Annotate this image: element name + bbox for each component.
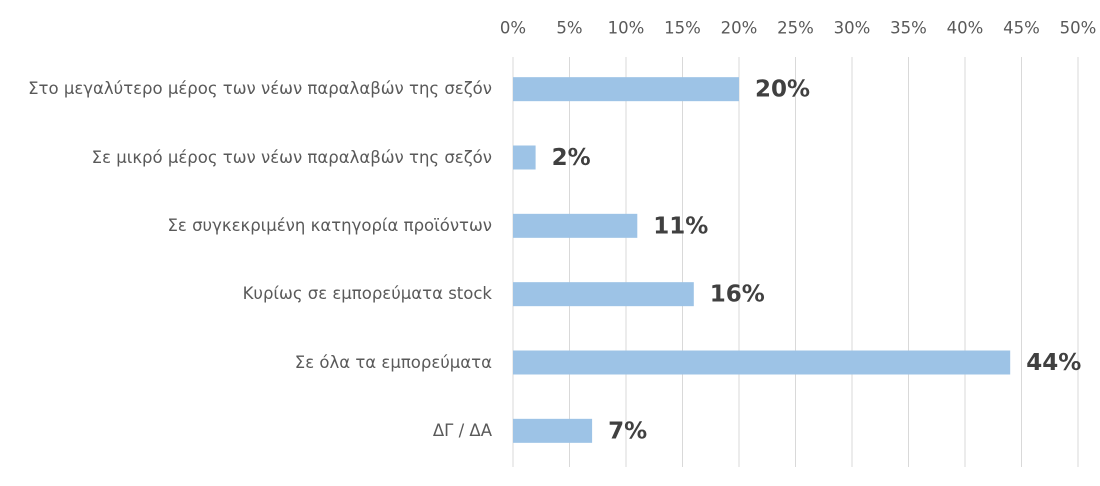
category-label: ΔΓ / ΔΑ <box>432 420 492 440</box>
x-tick-label: 35% <box>890 19 927 38</box>
category-label: Κυρίως σε εμπορεύματα stock <box>242 284 492 304</box>
data-label: 16% <box>710 282 765 308</box>
bar <box>513 77 739 102</box>
category-label: Σε μικρό μέρος των νέων παραλαβών της σε… <box>91 147 492 167</box>
data-label: 44% <box>1026 350 1081 376</box>
x-tick-label: 0% <box>500 19 526 38</box>
x-tick-label: 20% <box>721 19 758 38</box>
bar <box>513 418 593 443</box>
category-label: Σε όλα τα εμπορεύματα <box>294 352 492 372</box>
x-tick-label: 25% <box>777 19 814 38</box>
bar <box>513 213 638 238</box>
data-label: 2% <box>552 145 591 171</box>
category-label: Στο μεγαλύτερο μέρος των νέων παραλαβών … <box>28 79 492 99</box>
x-tick-label: 30% <box>834 19 871 38</box>
data-label: 7% <box>608 418 647 444</box>
x-tick-label: 10% <box>608 19 645 38</box>
x-tick-label: 15% <box>664 19 701 38</box>
bar <box>513 282 694 307</box>
data-label: 11% <box>653 213 708 239</box>
x-tick-label: 50% <box>1060 19 1097 38</box>
data-label: 20% <box>755 77 810 103</box>
x-tick-label: 40% <box>947 19 984 38</box>
x-tick-label: 45% <box>1003 19 1040 38</box>
bar <box>513 350 1011 375</box>
x-tick-label: 5% <box>556 19 582 38</box>
bar <box>513 145 536 170</box>
category-label: Σε συγκεκριμένη κατηγορία προϊόντων <box>167 215 492 235</box>
